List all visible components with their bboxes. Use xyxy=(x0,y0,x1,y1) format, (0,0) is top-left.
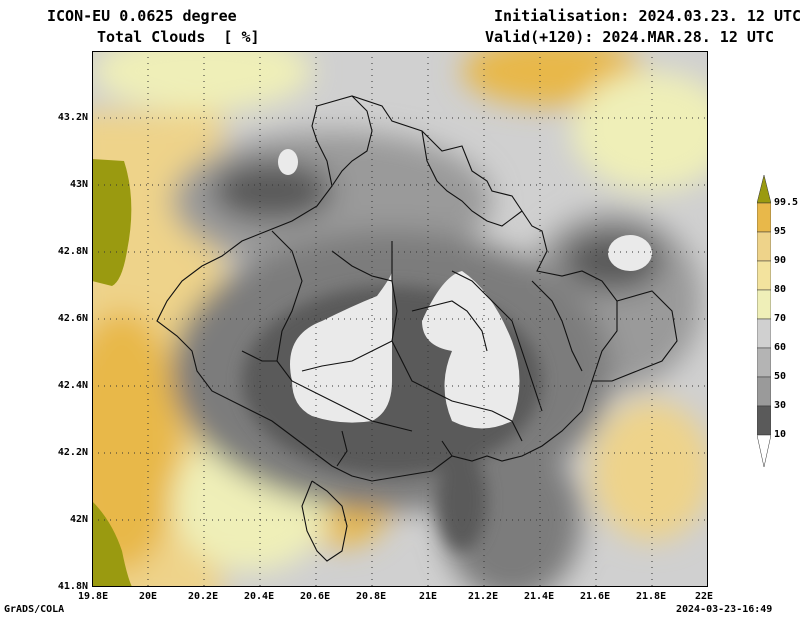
olive-patch-nw xyxy=(92,159,132,286)
field-west-orange xyxy=(92,311,182,571)
field-dark-nw xyxy=(212,161,332,221)
legend-swatch-top xyxy=(757,175,771,204)
legend-swatch xyxy=(757,202,771,233)
inner-border-a xyxy=(271,230,413,432)
x-tick: 20.8E xyxy=(356,591,387,602)
legend-label: 90 xyxy=(774,255,787,266)
x-tick: 21.2E xyxy=(468,591,499,602)
legend-label: 80 xyxy=(774,284,787,295)
inner-border-j xyxy=(441,440,453,457)
x-tick: 21.4E xyxy=(524,591,555,602)
render-timestamp: 2024-03-23-16:49 xyxy=(676,604,773,615)
cloud-cover-map xyxy=(92,51,708,587)
inner-border-i xyxy=(336,430,348,467)
x-tick: 20.4E xyxy=(244,591,275,602)
y-tick: 43.2N xyxy=(57,112,88,123)
inner-border-g xyxy=(241,350,277,362)
legend-label: 50 xyxy=(774,371,787,382)
x-tick: 20.6E xyxy=(300,591,331,602)
borders xyxy=(156,95,678,562)
color-legend xyxy=(757,175,771,467)
y-tick: 41.8N xyxy=(57,581,88,592)
legend-label: 99.5 xyxy=(774,197,799,208)
legend-swatch xyxy=(757,376,771,407)
legend-swatch xyxy=(757,405,771,436)
legend-swatch xyxy=(757,289,771,320)
olive-patch-sw xyxy=(92,501,132,587)
low-cloud-areas xyxy=(278,149,652,429)
y-tick: 42.6N xyxy=(57,313,88,324)
y-tick: 43N xyxy=(69,179,88,190)
x-tick: 22E xyxy=(695,591,714,602)
border-east xyxy=(592,290,678,382)
outer-border xyxy=(156,95,618,482)
valid-time: Valid(+120): 2024.MAR.28. 12 UTC xyxy=(485,28,774,46)
software-credit: GrADS/COLA xyxy=(4,604,65,615)
legend-swatch xyxy=(757,347,771,378)
graticule xyxy=(92,51,708,587)
legend-label: 10 xyxy=(774,429,787,440)
legend-label: 70 xyxy=(774,313,787,324)
model-title: ICON-EU 0.0625 degree xyxy=(47,7,237,25)
legend-swatch xyxy=(757,231,771,262)
lowcloud-nw xyxy=(278,149,298,175)
inner-border-e xyxy=(331,250,393,282)
border-north-a xyxy=(331,95,373,187)
x-tick: 21E xyxy=(419,591,438,602)
field-se-orange xyxy=(592,401,708,541)
map-panel xyxy=(92,51,708,587)
field-nw-yellow xyxy=(92,51,312,111)
x-tick: 20E xyxy=(139,591,158,602)
legend-label: 60 xyxy=(774,342,787,353)
lowcloud-east xyxy=(422,271,520,429)
x-tick: 21.8E xyxy=(636,591,667,602)
legend-swatch-bottom xyxy=(757,434,771,467)
y-tick: 42.8N xyxy=(57,246,88,257)
x-tick: 20.2E xyxy=(188,591,219,602)
y-tick: 42N xyxy=(69,514,88,525)
lowcloud-ne xyxy=(608,235,652,271)
y-tick: 42.2N xyxy=(57,447,88,458)
field-ne-yellow xyxy=(572,71,708,191)
lowcloud-west xyxy=(290,271,392,423)
border-south xyxy=(301,480,348,562)
inner-border-d xyxy=(451,270,543,412)
legend-label: 95 xyxy=(774,226,787,237)
inner-border-c xyxy=(301,340,393,372)
init-time: Initialisation: 2024.03.23. 12 UTC xyxy=(494,7,800,25)
border-north-b xyxy=(421,130,523,227)
legend-label: 30 xyxy=(774,400,787,411)
map-border xyxy=(92,51,708,587)
y-tick: 42.4N xyxy=(57,380,88,391)
variable-title: Total Clouds [ %] xyxy=(97,28,260,46)
legend-swatch xyxy=(757,318,771,349)
inner-border-f xyxy=(411,300,488,352)
legend-swatch xyxy=(757,260,771,291)
x-tick: 19.8E xyxy=(78,591,109,602)
inner-border-h xyxy=(531,280,583,372)
field-dark-south xyxy=(437,451,487,551)
x-tick: 21.6E xyxy=(580,591,611,602)
